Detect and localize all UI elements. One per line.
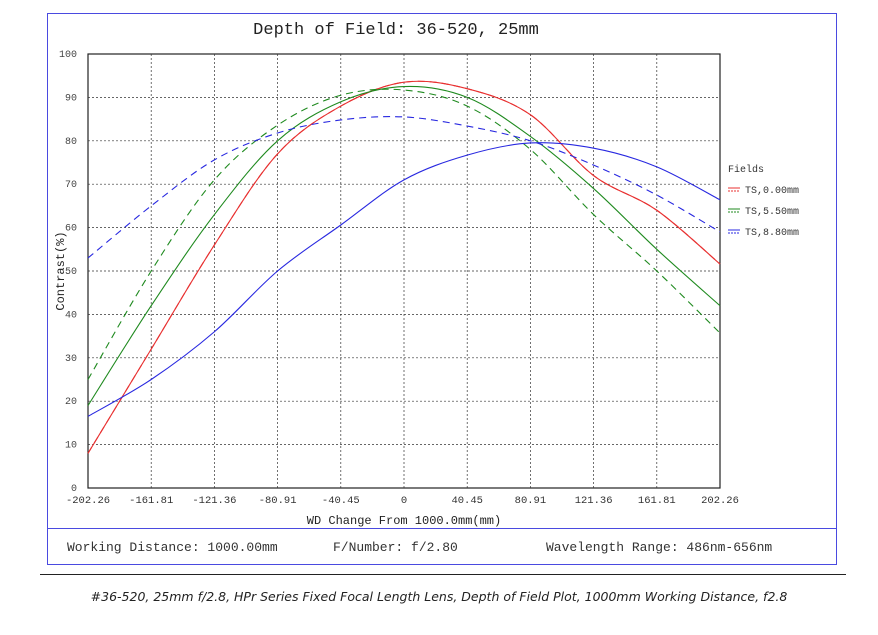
legend-entry: TS,5.50mm — [745, 207, 799, 218]
depth-of-field-chart: Depth of Field: 36-520, 25mm -202.26 -161.… — [54, 21, 799, 528]
x-tick-label: 121.36 — [575, 495, 613, 507]
series-line-ts-5-50mm-t — [87, 85, 721, 406]
series-line-ts-0-00mm-s — [87, 80, 721, 454]
series-line-ts-5-50mm-s — [87, 88, 721, 380]
chart-frame — [47, 13, 837, 565]
y-tick-label: 0 — [71, 484, 77, 495]
y-tick-label: 50 — [65, 267, 77, 278]
f-number-label: F/Number: f/2.80 — [333, 540, 458, 555]
series-line-ts-8-80mm-t — [87, 142, 721, 417]
y-tick-label: 80 — [65, 137, 77, 148]
y-tick-label: 70 — [65, 180, 77, 191]
x-tick-label: 161.81 — [638, 495, 676, 507]
legend-entry: TS,8.80mm — [745, 228, 799, 239]
x-tick-label: 40.45 — [451, 495, 483, 507]
wavelength-label: Wavelength Range: 486nm-656nm — [546, 540, 773, 555]
legend-title: Fields — [728, 164, 764, 176]
y-tick-label: 40 — [65, 310, 77, 321]
chart-title: Depth of Field: 36-520, 25mm — [253, 21, 539, 40]
y-tick-label: 30 — [65, 354, 77, 365]
y-tick-label: 60 — [65, 224, 77, 235]
x-tick-label: -121.36 — [192, 495, 236, 507]
y-tick-label: 20 — [65, 397, 77, 408]
x-tick-label: 0 — [401, 495, 407, 507]
footer-divider — [47, 528, 837, 529]
x-tick-label: -161.81 — [129, 495, 173, 507]
x-tick-label: 202.26 — [701, 495, 739, 507]
y-tick-label: 100 — [59, 50, 77, 61]
caption-rule — [40, 574, 846, 575]
x-axis-label: WD Change From 1000.0mm(mm) — [307, 514, 501, 528]
legend-entry: TS,0.00mm — [745, 186, 799, 197]
y-tick-label: 10 — [65, 441, 77, 452]
x-tick-label: -40.45 — [322, 495, 360, 507]
caption: #36-520, 25mm f/2.8, HPr Series Fixed Fo… — [90, 589, 788, 604]
x-tick-label: -80.91 — [259, 495, 297, 507]
y-axis-label: Contrast(%) — [54, 231, 68, 310]
x-tick-label: 80.91 — [515, 495, 547, 507]
y-tick-label: 90 — [65, 93, 77, 104]
x-tick-label: -202.26 — [66, 495, 110, 507]
working-distance-label: Working Distance: 1000.00mm — [67, 540, 278, 555]
